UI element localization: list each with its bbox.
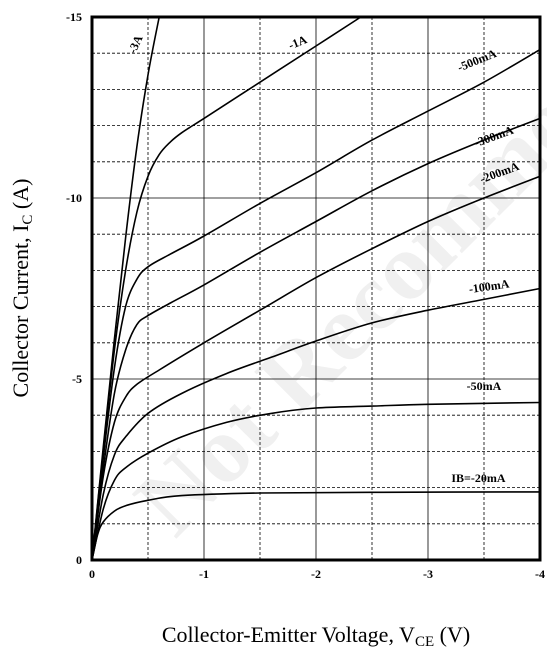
y-tick-label: -15 xyxy=(66,10,82,24)
y-tick-label: -10 xyxy=(66,191,82,205)
x-axis-title: Collector-Emitter Voltage, VCE (V) xyxy=(162,622,470,650)
curve-200ma xyxy=(91,175,541,561)
curve-label: -500mA xyxy=(455,46,498,74)
curve-label: IB=-20mA xyxy=(451,471,506,485)
y-tick-label: -5 xyxy=(72,372,82,386)
curve-label: -3A xyxy=(125,33,146,56)
plot-frame xyxy=(90,15,542,562)
y-tick-label: 0 xyxy=(76,553,82,567)
curve-label: -50mA xyxy=(467,379,502,393)
x-tick-label: -4 xyxy=(535,567,545,581)
curve-500ma xyxy=(91,48,541,561)
curve-3a xyxy=(91,16,160,561)
curve-100ma xyxy=(91,287,541,561)
curve-label: -1A xyxy=(286,32,309,52)
curve-label: -100mA xyxy=(468,277,511,297)
curve-ib20ma xyxy=(91,491,541,561)
x-tick-label: 0 xyxy=(89,567,95,581)
tick-labels: 0 -1 -2 -3 -4 0 -5 -10 -15 xyxy=(66,10,545,581)
curve-300ma xyxy=(91,117,541,561)
x-tick-label: -1 xyxy=(199,567,209,581)
curve-50ma xyxy=(91,401,541,561)
y-axis-title: Collector Current, IC (A) xyxy=(8,179,36,398)
x-tick-label: -3 xyxy=(423,567,433,581)
x-tick-label: -2 xyxy=(311,567,321,581)
curve-group xyxy=(91,16,541,561)
grid-lines xyxy=(92,17,540,560)
